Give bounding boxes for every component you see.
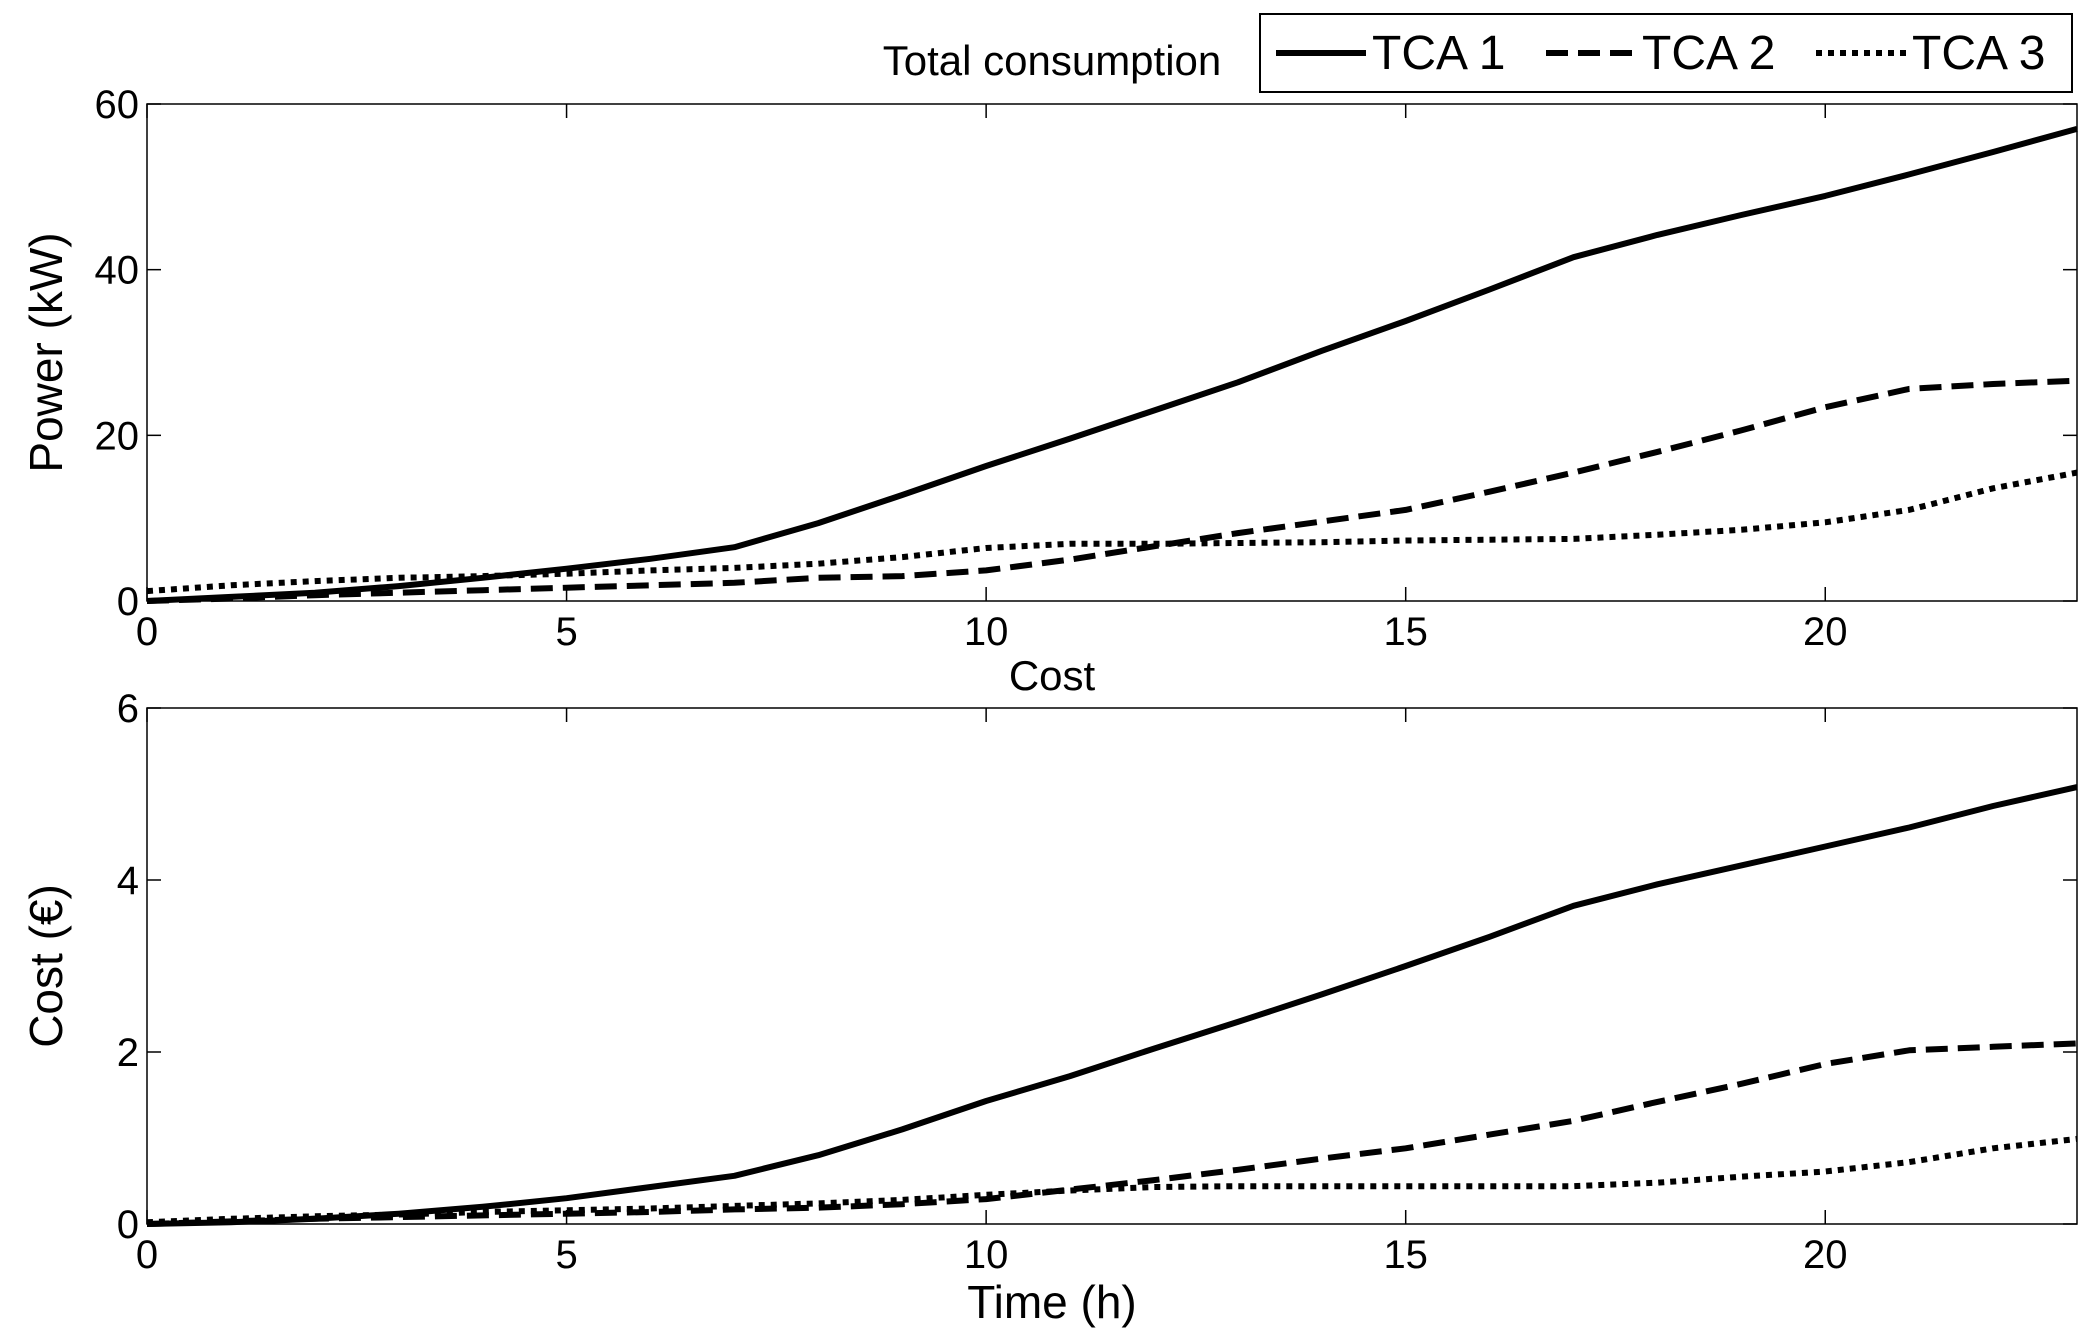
- x-tick-label: 20: [1803, 1233, 1848, 1277]
- y-tick-label: 6: [117, 687, 139, 731]
- x-tick-label: 0: [136, 610, 158, 654]
- cost-plot-ticks: 0 5 10 15 20 0 2 4 6: [117, 687, 2077, 1277]
- legend: TCA 1 TCA 2 TCA 3: [1259, 13, 2073, 93]
- cost-plot-title: Cost: [1009, 652, 1096, 699]
- x-tick-label: 5: [555, 1233, 577, 1277]
- y-tick-label: 0: [117, 1203, 139, 1247]
- legend-label-tca-2: TCA 2: [1642, 27, 1775, 80]
- series-line-tca-1: [146, 784, 2078, 1227]
- legend-box: [1259, 13, 2073, 93]
- power-plot-series: [146, 126, 2078, 604]
- x-tick-label: 15: [1383, 1233, 1428, 1277]
- series-line-tca-2: [146, 1040, 2078, 1227]
- y-tick-label: 2: [117, 1031, 139, 1075]
- y-tick-label: 20: [95, 414, 140, 458]
- y-tick-label: 40: [95, 249, 140, 293]
- x-tick-label: 10: [964, 1233, 1009, 1277]
- x-tick-label: 15: [1383, 610, 1428, 654]
- y-tick-label: 4: [117, 859, 139, 903]
- series-line-tca-3: [146, 469, 2078, 595]
- y-tick-label: 60: [95, 83, 140, 127]
- cost-plot-series: [146, 784, 2078, 1227]
- x-tick-label: 0: [136, 1233, 158, 1277]
- cost-plot-y-axis-label: Cost (€): [20, 884, 72, 1048]
- cost-plot: Cost Cost (€) Time (h) 0 5 10 15 20 0 2 4 6: [20, 652, 2078, 1328]
- power-plot-ticks: 0 5 10 15 20 0 20 40 60: [95, 83, 2077, 654]
- cost-plot-frame: [146, 707, 2078, 1225]
- series-line-tca-2: [146, 377, 2078, 604]
- x-tick-label: 10: [964, 610, 1009, 654]
- x-tick-label: 20: [1803, 610, 1848, 654]
- power-plot: Total consumption Power (kW) 0 5 10 15 20 0 20…: [20, 37, 2078, 654]
- x-tick-label: 5: [555, 610, 577, 654]
- legend-label-tca-1: TCA 1: [1372, 27, 1505, 80]
- power-plot-title: Total consumption: [883, 37, 1222, 84]
- legend-label-tca-3: TCA 3: [1912, 27, 2045, 80]
- power-plot-frame: [146, 103, 2078, 602]
- power-plot-y-axis-label: Power (kW): [20, 232, 72, 472]
- y-tick-label: 0: [117, 580, 139, 624]
- cost-plot-x-axis-label: Time (h): [967, 1276, 1137, 1328]
- series-line-tca-3: [146, 1135, 2078, 1226]
- series-line-tca-1: [146, 126, 2078, 604]
